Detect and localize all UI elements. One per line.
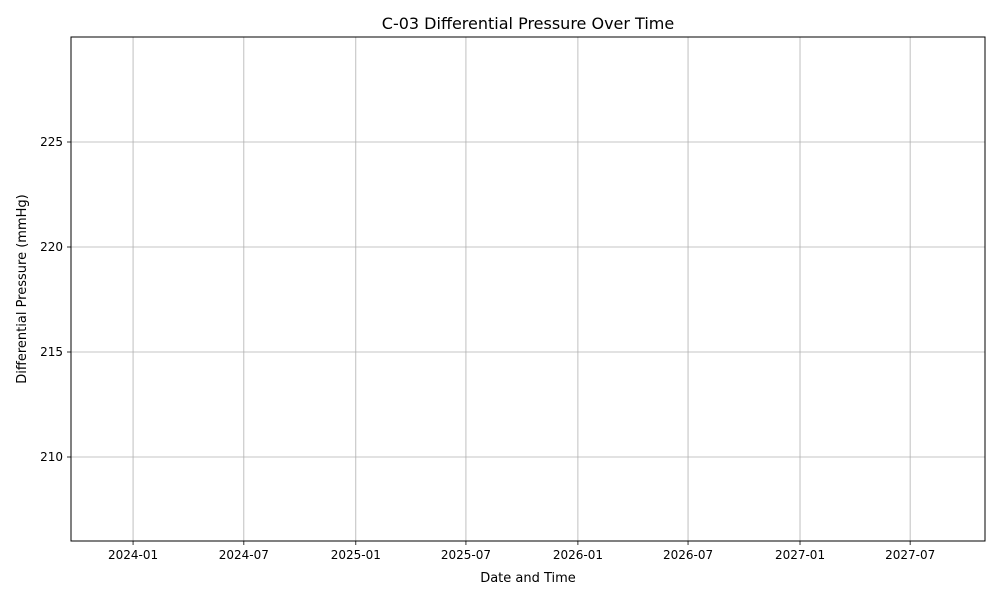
x-tick-label: 2025-01 (331, 548, 381, 562)
x-tick-label: 2024-07 (219, 548, 269, 562)
x-tick-label: 2025-07 (441, 548, 491, 562)
x-tick-layer: 2024-01 2024-07 2025-01 2025-07 2026-01 2026-… (108, 541, 935, 562)
y-tick-label: 210 (40, 450, 63, 464)
x-tick-label: 2026-01 (553, 548, 603, 562)
y-axis-label: Differential Pressure (mmHg) (15, 194, 30, 383)
x-tick-label: 2026-07 (663, 548, 713, 562)
chart-title: C-03 Differential Pressure Over Time (382, 14, 674, 33)
y-tick-label: 220 (40, 240, 63, 254)
grid-layer (71, 37, 985, 541)
y-tick-label: 225 (40, 135, 63, 149)
y-tick-layer: 210 215 220 225 (40, 135, 71, 464)
x-tick-label: 2027-07 (885, 548, 935, 562)
x-tick-label: 2024-01 (108, 548, 158, 562)
y-tick-label: 215 (40, 345, 63, 359)
x-tick-label: 2027-01 (775, 548, 825, 562)
x-axis-label: Date and Time (480, 571, 576, 586)
plot-frame (70, 36, 986, 542)
